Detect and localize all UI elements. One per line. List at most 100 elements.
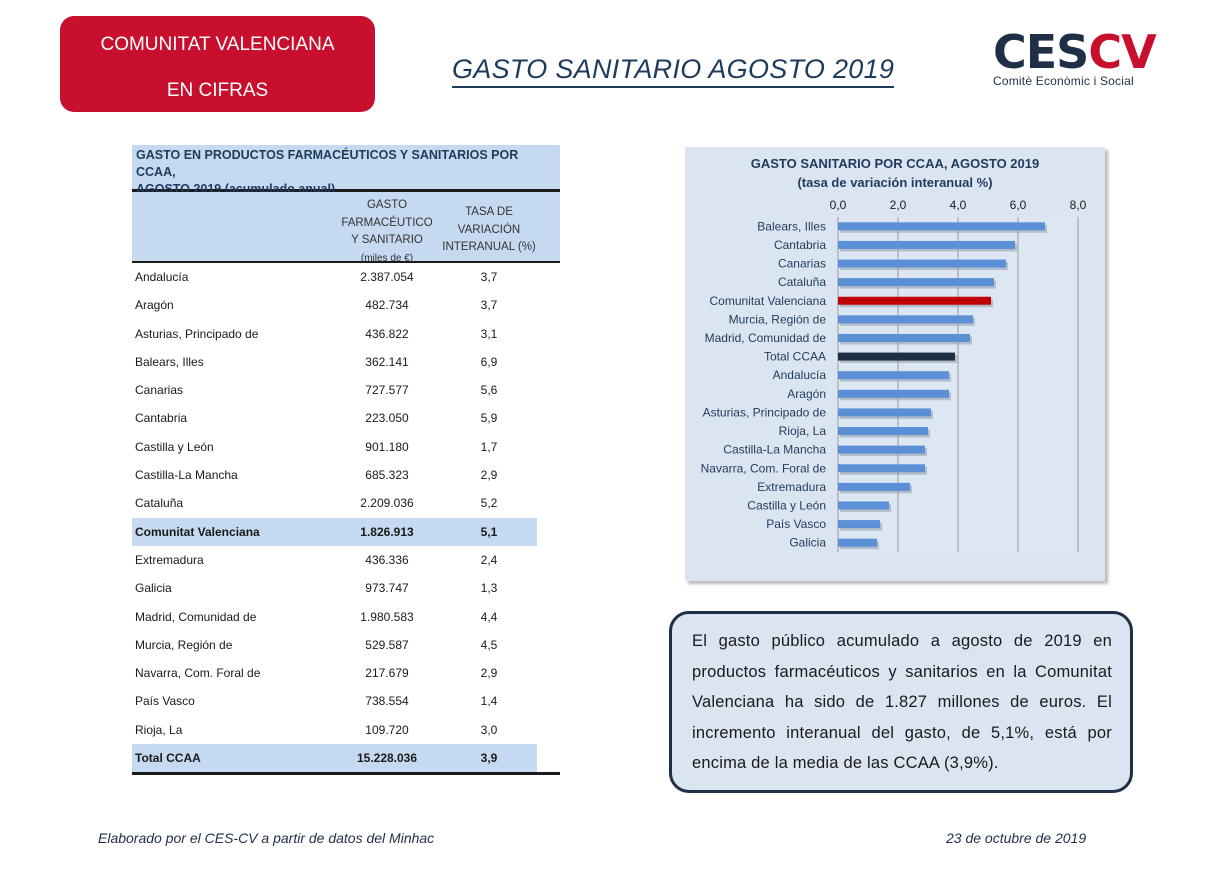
row-name: Castilla y León — [135, 439, 214, 454]
table-row: Rioja, La 109.720 3,0 — [132, 716, 560, 744]
row-name: Total CCAA — [135, 751, 201, 766]
bar — [838, 240, 1015, 249]
logo-cv: CV — [1088, 25, 1156, 79]
chart-subtitle: (tasa de variación interanual %) — [797, 175, 993, 190]
table-column-headers: GASTO FARMACÉUTICO Y SANITARIO (miles de… — [132, 192, 560, 264]
row-name: Castilla-La Mancha — [135, 468, 238, 483]
logo-ces: CES — [993, 25, 1089, 79]
category-label: Galicia — [789, 536, 826, 550]
row-value: 482.734 — [365, 298, 409, 313]
table-row: Cantabria 223.050 5,9 — [132, 404, 560, 432]
row-value: 727.577 — [365, 383, 409, 398]
table-row: Asturias, Principado de 436.822 3,1 — [132, 320, 560, 348]
row-value: 973.747 — [365, 581, 409, 596]
row-value: 436.336 — [365, 552, 409, 567]
column-header-expenditure: GASTO FARMACÉUTICO Y SANITARIO (miles de… — [327, 197, 447, 267]
category-label: Aragón — [787, 387, 826, 401]
x-tick-label: 0,0 — [830, 198, 847, 212]
bar — [838, 259, 1006, 268]
row-rate: 3,1 — [480, 326, 498, 341]
x-tick-label: 6,0 — [1010, 198, 1027, 212]
bar — [838, 501, 889, 510]
summary-text: El gasto público acumulado a agosto de 2… — [692, 632, 1112, 772]
row-rate: 4,5 — [480, 637, 498, 652]
row-name: Asturias, Principado de — [135, 326, 259, 341]
logo-mark: CESCV — [993, 25, 1157, 79]
header-badge: COMUNITAT VALENCIANA EN CIFRAS — [60, 16, 375, 112]
badge-line-2: EN CIFRAS — [166, 80, 269, 101]
row-rate: 2,4 — [480, 552, 498, 567]
bar — [838, 464, 925, 473]
bar — [838, 427, 928, 436]
table-bottom-rule — [132, 772, 560, 776]
bar — [838, 333, 970, 342]
bar-chart: GASTO SANITARIO POR CCAA, AGOSTO 2019 (t… — [685, 147, 1105, 581]
table-row: Castilla y León 901.180 1,7 — [132, 433, 560, 461]
row-value: 223.050 — [365, 411, 409, 426]
table-row: Aragón 482.734 3,7 — [132, 291, 560, 319]
bar — [838, 315, 973, 324]
footer-source: Elaborado por el CES-CV a partir de dato… — [98, 830, 435, 846]
table-row: Andalucía 2.387.054 3,7 — [132, 263, 560, 291]
category-label: Madrid, Comunidad de — [705, 331, 827, 345]
bar — [838, 482, 910, 491]
row-value: 901.180 — [365, 439, 409, 454]
col2-line-3: Y SANITARIO — [351, 234, 423, 246]
bar — [838, 408, 931, 417]
row-rate: 6,9 — [480, 354, 498, 369]
row-name: Rioja, La — [135, 722, 183, 737]
category-label: País Vasco — [766, 517, 826, 531]
table-row: País Vasco 738.554 1,4 — [132, 687, 560, 715]
row-rate: 3,7 — [480, 270, 498, 284]
row-value: 362.141 — [365, 354, 409, 369]
summary-box: El gasto público acumulado a agosto de 2… — [669, 611, 1133, 793]
row-value: 2.209.036 — [360, 496, 414, 511]
row-name: Balears, Illes — [135, 354, 204, 369]
category-label: Cantabria — [774, 238, 826, 252]
table-row: Castilla-La Mancha 685.323 2,9 — [132, 461, 560, 489]
row-rate: 2,9 — [480, 468, 498, 483]
row-name: Canarias — [135, 383, 184, 398]
row-rate: 5,2 — [480, 496, 498, 511]
bar — [838, 445, 925, 454]
bar — [838, 352, 955, 361]
category-label: Rioja, La — [779, 424, 827, 438]
row-value: 529.587 — [365, 637, 409, 652]
category-label: Asturias, Principado de — [703, 405, 827, 419]
row-rate: 3,7 — [480, 298, 498, 313]
row-name: Cantabria — [135, 411, 188, 426]
row-rate: 5,9 — [480, 411, 498, 426]
category-label: Total CCAA — [764, 350, 826, 364]
col2-line-2: FARMACÉUTICO — [341, 216, 433, 229]
category-label: Murcia, Región de — [729, 312, 827, 326]
x-tick-label: 4,0 — [950, 198, 967, 212]
bar — [838, 371, 949, 380]
col3-line-2: VARIACIÓN — [457, 223, 521, 236]
category-label: Castilla-La Mancha — [723, 443, 826, 457]
table-body: Andalucía 2.387.054 3,7 Aragón 482.734 3,7 Ast… — [132, 263, 560, 744]
row-name: Aragón — [135, 298, 174, 313]
row-rate: 2,9 — [480, 666, 498, 681]
row-rate: 5,1 — [480, 524, 498, 539]
bar — [838, 520, 880, 529]
expenditure-table: GASTO EN PRODUCTOS FARMACÉUTICOS Y SANIT… — [132, 145, 560, 776]
table-row: Madrid, Comunidad de 1.980.583 4,4 — [132, 603, 560, 631]
row-name: Cataluña — [135, 496, 184, 511]
category-label: Navarra, Com. Foral de — [701, 461, 827, 475]
col3-line-1: TASA DE — [465, 206, 513, 218]
logo-subtitle: Comitè Econòmic i Social — [993, 74, 1134, 88]
table-row: Canarias 727.577 5,6 — [132, 376, 560, 404]
row-rate: 3,9 — [480, 751, 498, 766]
table-title-line-1: GASTO EN PRODUCTOS FARMACÉUTICOS Y SANIT… — [136, 148, 519, 179]
row-name: Andalucía — [135, 270, 189, 284]
row-name: Galicia — [135, 581, 172, 596]
bar — [838, 222, 1045, 231]
table-title: GASTO EN PRODUCTOS FARMACÉUTICOS Y SANIT… — [132, 145, 560, 196]
column-header-rate: TASA DE VARIACIÓN INTERANUAL (%) — [434, 204, 544, 257]
category-label: Comunitat Valenciana — [709, 294, 826, 308]
row-rate: 3,0 — [480, 722, 498, 737]
x-tick-label: 8,0 — [1070, 198, 1087, 212]
row-rate: 1,4 — [480, 694, 498, 709]
row-value: 685.323 — [365, 468, 409, 483]
row-name: País Vasco — [135, 694, 195, 709]
